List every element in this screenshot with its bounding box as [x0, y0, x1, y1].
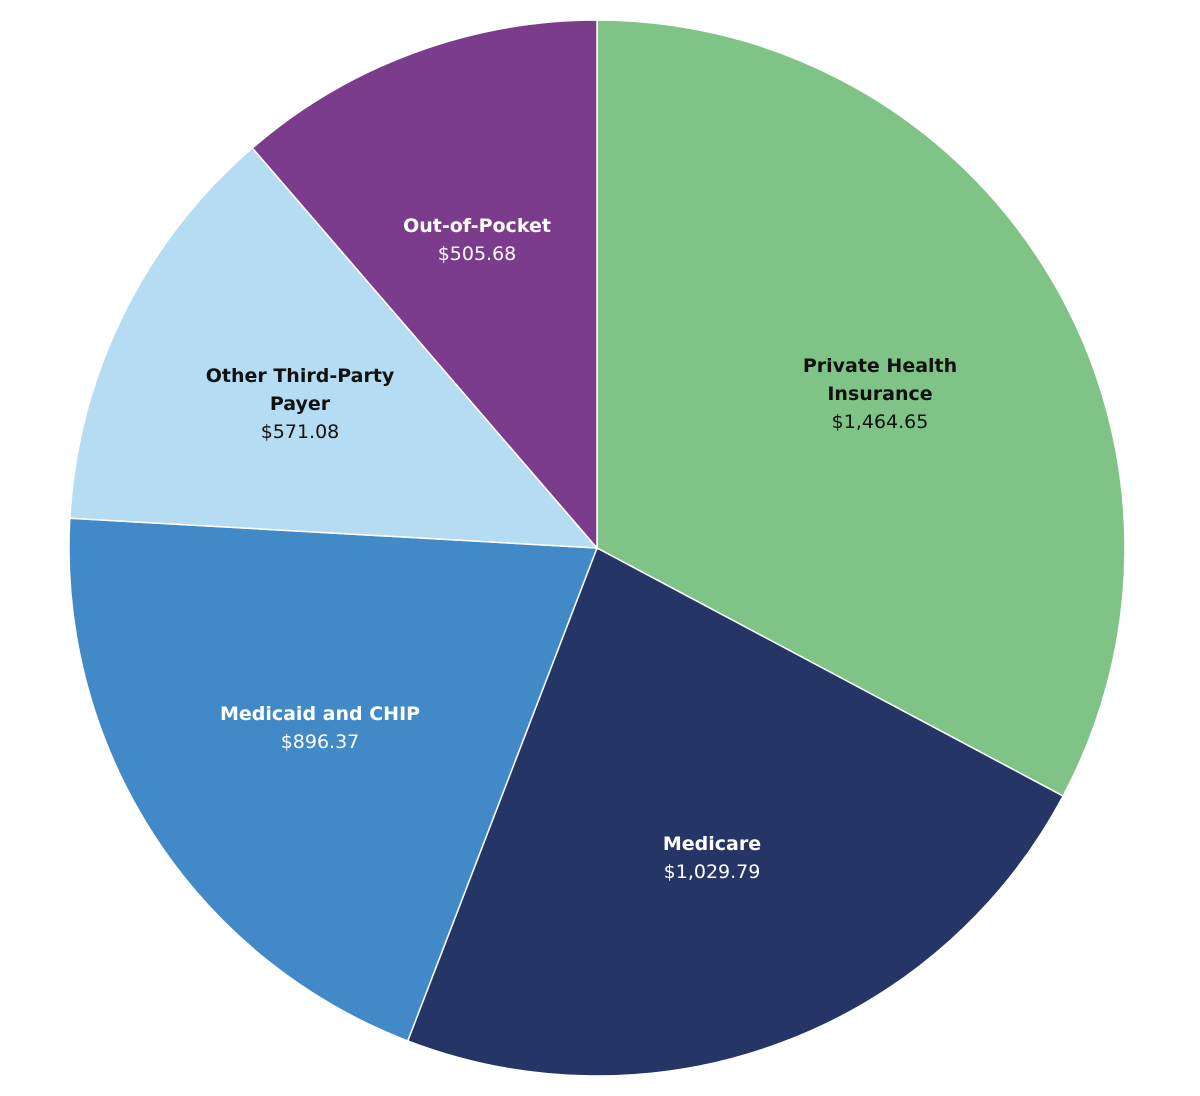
slice-label: Other Third-Party Payer $571.08	[185, 362, 415, 446]
value-label: $1,029.79	[663, 861, 761, 883]
category-label: Other Third-Party Payer	[205, 365, 395, 415]
category-label: Medicaid and CHIP	[219, 703, 421, 725]
value-label: $896.37	[280, 731, 360, 753]
value-label: $571.08	[260, 421, 340, 443]
pie-slice	[68, 517, 599, 1042]
category-label: Medicare	[662, 833, 762, 855]
pie-slice	[406, 546, 1065, 1077]
category-label: Out-of-Pocket	[403, 215, 551, 237]
pie-slice	[69, 146, 599, 549]
pie-slice	[251, 19, 598, 551]
value-label: $1,464.65	[831, 411, 929, 433]
slice-label: Medicaid and CHIP $896.37	[200, 700, 440, 756]
slice-label: Private Health Insurance $1,464.65	[780, 352, 980, 436]
slice-label: Medicare $1,029.79	[612, 830, 812, 886]
value-label: $505.68	[437, 243, 517, 265]
pie-slice	[596, 19, 1126, 798]
slice-label: Out-of-Pocket $505.68	[377, 212, 577, 268]
category-label: Private Health Insurance	[802, 355, 958, 405]
